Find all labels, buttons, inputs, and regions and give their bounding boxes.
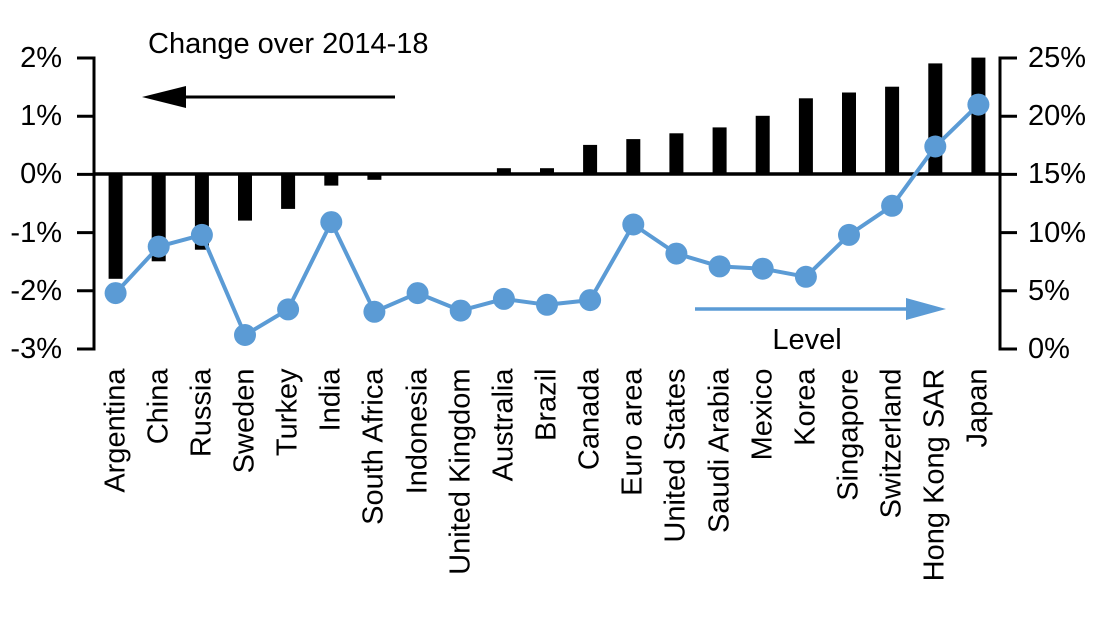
right-axis-tick-label: 0% xyxy=(1028,333,1070,365)
category-label: India xyxy=(314,368,347,431)
bar xyxy=(540,168,554,174)
category-label: South Africa xyxy=(357,368,390,525)
category-label: Brazil xyxy=(530,368,563,441)
category-label: Turkey xyxy=(271,368,304,456)
data-point xyxy=(924,135,947,158)
category-label: Canada xyxy=(573,368,606,470)
category-label: Korea xyxy=(789,368,822,446)
bar xyxy=(281,174,296,209)
category-label: United States xyxy=(659,368,692,543)
left-axis-tick-label: -3% xyxy=(10,333,62,365)
bar xyxy=(842,92,856,174)
bar xyxy=(712,127,727,174)
category-label: Russia xyxy=(185,368,218,457)
bar xyxy=(755,115,770,174)
data-point xyxy=(622,213,645,236)
bar xyxy=(798,98,813,174)
data-point xyxy=(881,194,904,217)
category-label: Saudi Arabia xyxy=(703,368,736,533)
right-axis-tick-label: 25% xyxy=(1028,42,1087,74)
right-axis-tick-label: 10% xyxy=(1028,216,1087,249)
line-series-label: Level xyxy=(772,324,842,356)
category-label: Singapore xyxy=(832,368,865,501)
category-label: Argentina xyxy=(99,368,132,493)
data-point xyxy=(104,282,127,305)
bar xyxy=(583,144,598,174)
data-point xyxy=(751,257,774,280)
bar xyxy=(108,174,123,279)
left-axis-tick-label: 1% xyxy=(20,100,62,133)
left-axis-tick-label: 0% xyxy=(20,158,62,191)
bar xyxy=(238,174,252,221)
data-point xyxy=(579,289,602,312)
category-label: China xyxy=(142,368,175,444)
left-axis-tick-label: -1% xyxy=(10,216,62,249)
chart-title: Change over 2014-18 xyxy=(148,28,429,60)
data-point xyxy=(536,293,558,316)
category-label: United Kingdom xyxy=(444,368,477,575)
bar xyxy=(669,133,684,174)
category-label: Indonesia xyxy=(401,368,434,494)
category-label: Sweden xyxy=(228,368,261,473)
category-label: Euro area xyxy=(616,368,649,496)
data-point xyxy=(449,299,472,322)
data-point xyxy=(838,223,860,246)
data-point xyxy=(320,211,343,234)
data-point xyxy=(708,255,731,278)
change-arrow-head-left xyxy=(142,86,186,108)
right-axis-tick-label: 20% xyxy=(1028,100,1087,133)
left-axis-tick-label: -2% xyxy=(10,274,62,307)
category-label: Hong Kong SAR xyxy=(918,368,951,581)
bar xyxy=(367,174,382,180)
data-point xyxy=(363,300,386,323)
data-point xyxy=(492,287,515,310)
right-axis-tick-label: 5% xyxy=(1028,274,1070,307)
category-label: Japan xyxy=(961,368,994,448)
left-axis-tick-label: 2% xyxy=(20,42,62,74)
data-point xyxy=(665,242,688,265)
data-point xyxy=(234,324,256,346)
data-point xyxy=(147,235,170,258)
category-label: Mexico xyxy=(746,368,779,460)
bar xyxy=(885,86,900,174)
bar xyxy=(626,139,641,174)
level-arrow-head-right xyxy=(906,298,946,320)
bar xyxy=(496,168,511,174)
data-point xyxy=(967,93,990,116)
category-label: Australia xyxy=(487,368,520,481)
bar xyxy=(324,174,339,186)
data-point xyxy=(190,223,213,246)
category-label: Switzerland xyxy=(875,368,908,518)
right-axis-tick-label: 15% xyxy=(1028,158,1087,191)
data-point xyxy=(794,265,817,288)
data-point xyxy=(277,298,300,321)
bar xyxy=(971,57,986,174)
data-point xyxy=(406,282,429,305)
